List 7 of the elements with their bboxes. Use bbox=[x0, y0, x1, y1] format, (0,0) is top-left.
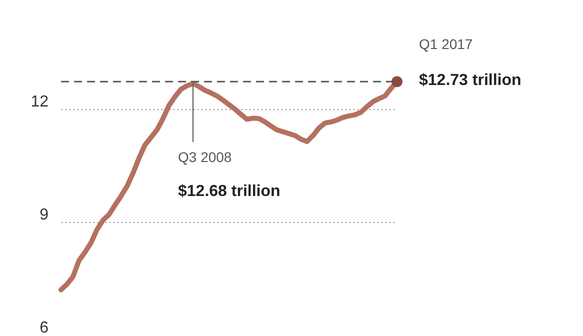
y-tick-label: 12 bbox=[30, 94, 49, 111]
y-tick-label: 9 bbox=[40, 206, 49, 224]
text: $12.73 trillion bbox=[419, 72, 522, 89]
annotation: $12.68 trillion bbox=[178, 183, 280, 200]
y-tick-label: 6 bbox=[40, 320, 49, 336]
text: Q1 2017 bbox=[419, 36, 473, 52]
annotation: Q3 2008 bbox=[178, 149, 232, 165]
